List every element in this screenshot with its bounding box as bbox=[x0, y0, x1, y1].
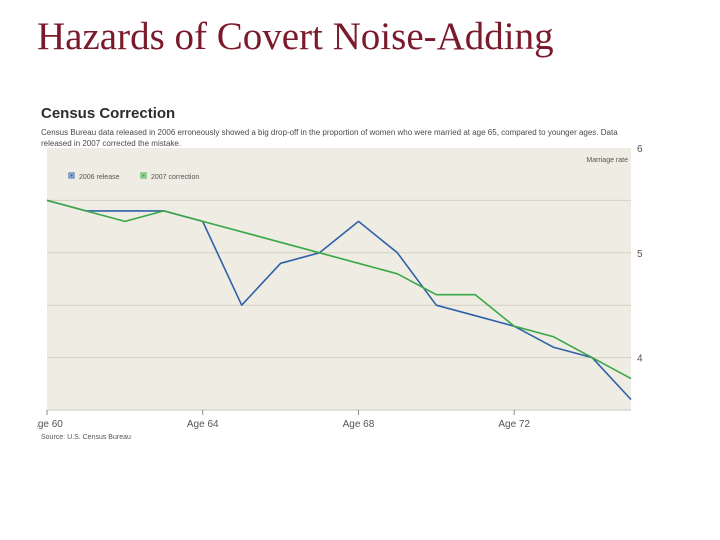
y-tick-label: 55% bbox=[637, 249, 643, 260]
plot-background bbox=[47, 148, 631, 410]
y-tick-label: 45% bbox=[637, 354, 643, 365]
axes bbox=[46, 409, 631, 415]
axis-labels: Age 60 Age 64 Age 68 Age 72 65% 55% 45% Marriag… bbox=[37, 144, 643, 441]
series-line-2006-release bbox=[46, 199, 632, 401]
series-line-2007-correction bbox=[46, 199, 632, 380]
slide-title: Hazards of Covert Noise-Adding bbox=[37, 15, 554, 58]
legend-swatch-fill bbox=[70, 174, 73, 177]
source-note: Source: U.S. Census Bureau bbox=[41, 434, 131, 441]
gridlines bbox=[47, 199, 631, 359]
legend-swatch-fill bbox=[142, 174, 145, 177]
x-tick-label: Age 64 bbox=[187, 419, 219, 430]
y-axis-label: Marriage rate bbox=[586, 157, 628, 164]
x-tick-label: Age 60 bbox=[37, 419, 63, 430]
chart-title: Census Correction bbox=[41, 105, 176, 122]
line-chart: Age 60 Age 64 Age 68 Age 72 65% 55% 45% Marriag… bbox=[37, 144, 643, 441]
legend-label: 2007 correction bbox=[151, 174, 199, 181]
chart-subtitle: Census Bureau data released in 2006 erro… bbox=[41, 128, 618, 148]
x-tick-label: Age 72 bbox=[498, 419, 530, 430]
legend-label: 2006 release bbox=[79, 174, 120, 181]
series-lines bbox=[46, 199, 632, 401]
chart-figure: Age 60 Age 64 Age 68 Age 72 65% 55% 45% Marriag… bbox=[37, 103, 643, 445]
y-tick-label: 65% bbox=[637, 144, 643, 155]
x-tick-label: Age 68 bbox=[343, 419, 375, 430]
